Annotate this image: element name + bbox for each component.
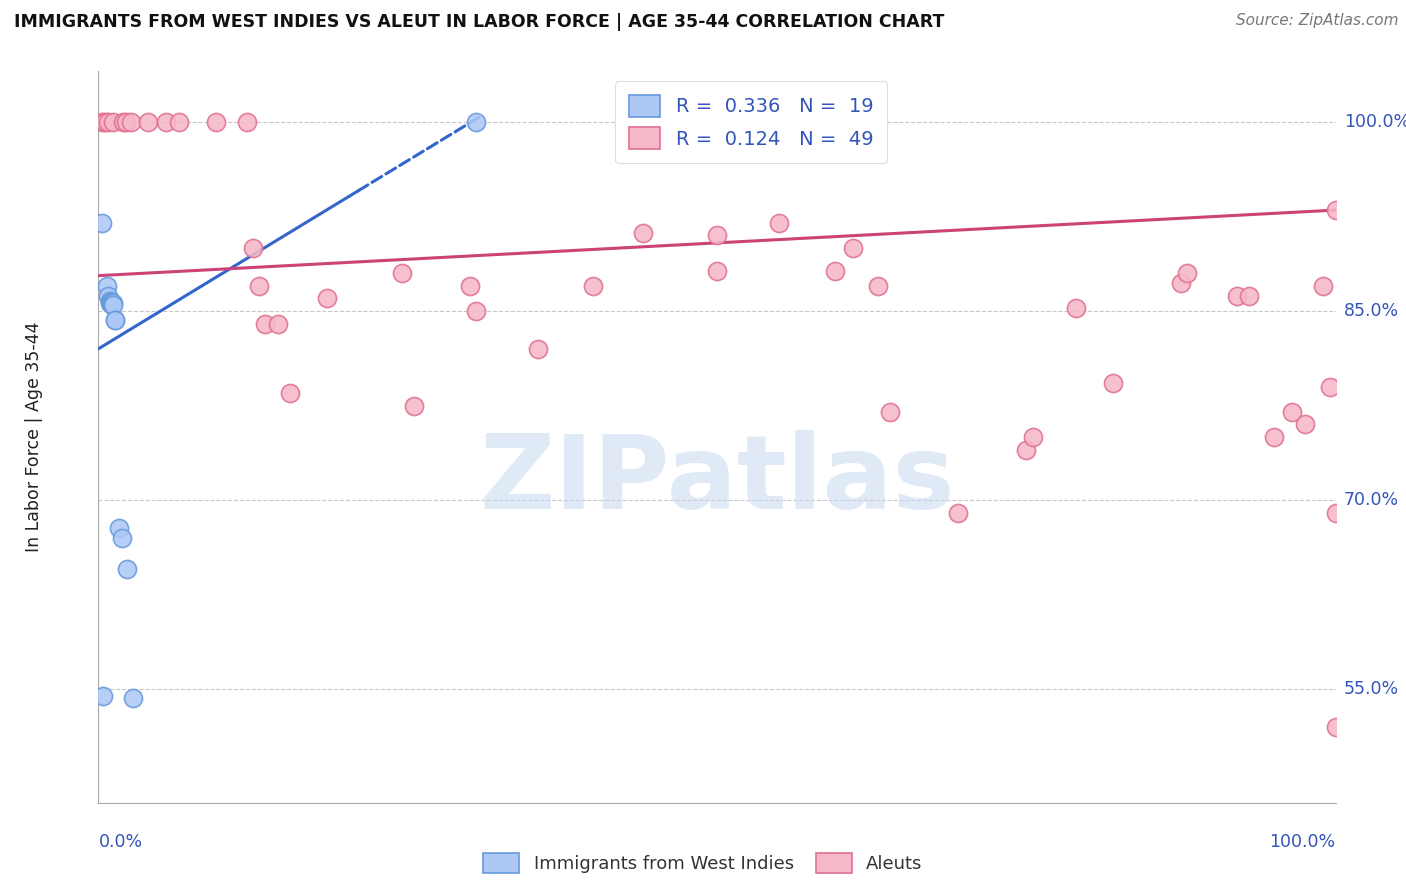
Point bbox=[1312, 278, 1334, 293]
Point bbox=[1324, 506, 1347, 520]
Text: 55.0%: 55.0% bbox=[1344, 681, 1399, 698]
Point bbox=[464, 304, 486, 318]
Point bbox=[582, 278, 605, 293]
Point bbox=[114, 115, 136, 129]
Point bbox=[100, 295, 122, 310]
Point bbox=[1324, 203, 1347, 218]
Point bbox=[136, 115, 159, 129]
Point bbox=[115, 562, 138, 576]
Point bbox=[101, 298, 124, 312]
Point bbox=[155, 115, 177, 129]
Point bbox=[103, 296, 125, 310]
Point bbox=[1226, 289, 1249, 303]
Point bbox=[706, 263, 728, 277]
Point bbox=[1281, 405, 1303, 419]
Point bbox=[112, 115, 135, 129]
Point bbox=[1263, 430, 1285, 444]
Point bbox=[1064, 301, 1087, 316]
Point bbox=[93, 115, 115, 129]
Point bbox=[108, 521, 131, 535]
Point bbox=[278, 386, 301, 401]
Point bbox=[1294, 417, 1316, 432]
Legend: R =  0.336   N =  19, R =  0.124   N =  49: R = 0.336 N = 19, R = 0.124 N = 49 bbox=[616, 81, 887, 163]
Point bbox=[1102, 376, 1125, 390]
Point bbox=[93, 689, 115, 703]
Point bbox=[1324, 720, 1347, 734]
Point bbox=[866, 278, 889, 293]
Point bbox=[1237, 289, 1260, 303]
Point bbox=[103, 313, 125, 327]
Point bbox=[122, 691, 145, 706]
Point bbox=[1175, 266, 1198, 280]
Point bbox=[98, 296, 121, 310]
Text: Source: ZipAtlas.com: Source: ZipAtlas.com bbox=[1236, 13, 1399, 29]
Point bbox=[391, 266, 413, 280]
Point bbox=[111, 531, 134, 545]
Point bbox=[631, 226, 654, 240]
Text: IMMIGRANTS FROM WEST INDIES VS ALEUT IN LABOR FORCE | AGE 35-44 CORRELATION CHAR: IMMIGRANTS FROM WEST INDIES VS ALEUT IN … bbox=[14, 13, 945, 31]
Point bbox=[103, 115, 125, 129]
Point bbox=[526, 342, 548, 356]
Point bbox=[96, 278, 118, 293]
Text: 70.0%: 70.0% bbox=[1344, 491, 1399, 509]
Text: 85.0%: 85.0% bbox=[1344, 302, 1399, 320]
Point bbox=[103, 313, 125, 327]
Text: 100.0%: 100.0% bbox=[1270, 833, 1336, 851]
Point bbox=[402, 399, 425, 413]
Point bbox=[1021, 430, 1043, 444]
Point bbox=[98, 293, 121, 308]
Point bbox=[948, 506, 970, 520]
Point bbox=[103, 298, 125, 312]
Point bbox=[879, 405, 901, 419]
Point bbox=[247, 278, 270, 293]
Point bbox=[254, 317, 277, 331]
Point bbox=[824, 263, 846, 277]
Point bbox=[205, 115, 228, 129]
Point bbox=[120, 115, 142, 129]
Point bbox=[464, 115, 486, 129]
Point bbox=[167, 115, 190, 129]
Point bbox=[842, 241, 865, 255]
Text: 0.0%: 0.0% bbox=[98, 833, 142, 851]
Point bbox=[768, 216, 790, 230]
Point bbox=[101, 296, 124, 310]
Point bbox=[97, 289, 120, 303]
Text: In Labor Force | Age 35-44: In Labor Force | Age 35-44 bbox=[25, 322, 44, 552]
Text: 100.0%: 100.0% bbox=[1344, 112, 1406, 131]
Point bbox=[316, 291, 339, 305]
Point bbox=[91, 216, 114, 230]
Point bbox=[97, 115, 120, 129]
Point bbox=[236, 115, 259, 129]
Text: ZIPatlas: ZIPatlas bbox=[479, 431, 955, 532]
Point bbox=[242, 241, 264, 255]
Point bbox=[1170, 277, 1192, 291]
Point bbox=[100, 296, 122, 310]
Legend: Immigrants from West Indies, Aleuts: Immigrants from West Indies, Aleuts bbox=[477, 846, 929, 880]
Point bbox=[1319, 379, 1341, 393]
Point bbox=[706, 228, 728, 243]
Point bbox=[458, 278, 481, 293]
Point bbox=[267, 317, 290, 331]
Point bbox=[91, 115, 114, 129]
Point bbox=[1015, 442, 1038, 457]
